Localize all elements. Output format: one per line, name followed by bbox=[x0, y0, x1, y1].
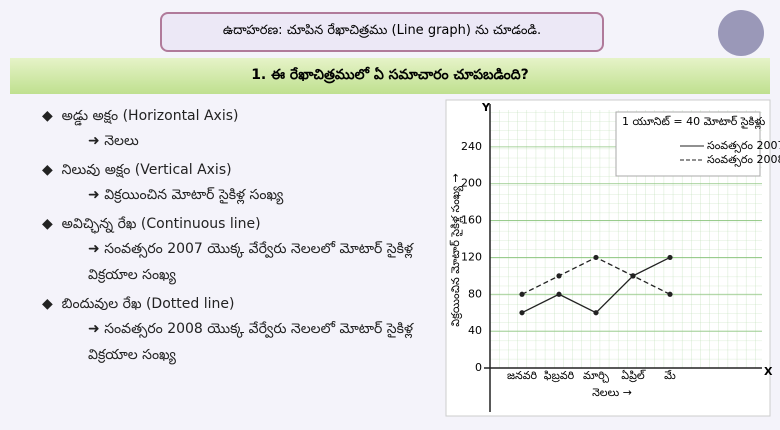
arrow: ➜ bbox=[88, 241, 105, 257]
detail-text: సంవత్సరం 2008 యొక్క వేర్వేరు నెలలలో మోటా… bbox=[88, 321, 413, 363]
data-point bbox=[593, 310, 599, 316]
y-tick-label: 0 bbox=[475, 361, 482, 374]
y-tick-label: 80 bbox=[468, 287, 482, 300]
data-point bbox=[593, 254, 599, 261]
arrow: ➜ bbox=[88, 187, 105, 203]
bullet: ◆ అవిచ్ఛిన్న రేఖ (Continuous line) ➜ సంవత… bbox=[42, 212, 422, 288]
y-tick-label: 240 bbox=[461, 140, 482, 153]
bullet-detail: ➜ నెలలు bbox=[42, 128, 422, 154]
data-point bbox=[519, 291, 525, 297]
x-axis-label: నెలలు → bbox=[592, 386, 632, 399]
data-point bbox=[667, 254, 673, 261]
logo bbox=[718, 10, 764, 56]
bullet-detail: ➜ సంవత్సరం 2007 యొక్క వేర్వేరు నెలలలో మో… bbox=[42, 236, 422, 288]
data-point bbox=[667, 291, 673, 297]
x-tick-label: మార్చి bbox=[583, 369, 609, 383]
data-point bbox=[630, 273, 636, 279]
bullet-text: అవిచ్ఛిన్న రేఖ (Continuous line) bbox=[61, 216, 261, 232]
legend-box bbox=[615, 111, 761, 177]
bullet-text: నిలువు అక్షం (Vertical Axis) bbox=[61, 162, 232, 178]
bullet-text: అడ్డు అక్షం (Horizontal Axis) bbox=[61, 108, 239, 124]
arrow: ➜ bbox=[88, 133, 105, 149]
bullet-marker: ◆ bbox=[42, 162, 62, 178]
y-tick-label: 40 bbox=[468, 324, 482, 337]
x-tick-label: జనవరి bbox=[507, 369, 538, 382]
legend-label: సంవత్సరం 2008 bbox=[707, 153, 780, 167]
bullet: ◆ అడ్డు అక్షం (Horizontal Axis) ➜ నెలలు bbox=[42, 104, 422, 154]
x-tick-label: ఏప్రిల్ bbox=[621, 369, 646, 383]
bullet: ◆ నిలువు అక్షం (Vertical Axis) ➜ విక్రయిం… bbox=[42, 158, 422, 208]
bullet-detail: ➜ సంవత్సరం 2008 యొక్క వేర్వేరు నెలలలో మో… bbox=[42, 316, 422, 368]
bullet-marker: ◆ bbox=[42, 216, 62, 232]
bullet: ◆ బిందువుల రేఖ (Dotted line) ➜ సంవత్సరం 2… bbox=[42, 292, 422, 368]
bullet-marker: ◆ bbox=[42, 108, 62, 124]
y-tick-label: 200 bbox=[461, 177, 482, 190]
legend-label: సంవత్సరం 2007 bbox=[707, 139, 780, 153]
bullet-text: బిందువుల రేఖ (Dotted line) bbox=[61, 296, 235, 312]
bullet-marker: ◆ bbox=[42, 296, 62, 312]
data-point bbox=[556, 273, 562, 279]
y-tick-label: 160 bbox=[461, 214, 482, 227]
scale-note: 1 యూనిట్ = 40 మోటార్ సైకిళ్లు bbox=[622, 115, 765, 130]
y-axis-symbol: Y bbox=[481, 101, 491, 114]
arrow: ➜ bbox=[88, 321, 105, 337]
y-tick-label: 120 bbox=[461, 250, 482, 263]
x-tick-label: మే bbox=[664, 369, 676, 382]
detail-text: విక్రయించిన మోటార్ సైకిళ్ల సంఖ్య bbox=[104, 187, 284, 203]
bullet-list: ◆ అడ్డు అక్షం (Horizontal Axis) ➜ నెలలు ◆ … bbox=[42, 104, 422, 372]
detail-text: సంవత్సరం 2007 యొక్క వేర్వేరు నెలలలో మోటా… bbox=[88, 241, 413, 283]
data-point bbox=[519, 310, 525, 316]
bullet-detail: ➜ విక్రయించిన మోటార్ సైకిళ్ల సంఖ్య bbox=[42, 182, 422, 208]
question: 1. ఈ రేఖాచిత్రములో ఏ సమాచారం చూపబడింది? bbox=[10, 58, 770, 94]
x-axis-symbol: X bbox=[764, 365, 773, 378]
data-point bbox=[556, 291, 562, 297]
detail-text: నెలలు bbox=[104, 133, 139, 149]
x-tick-label: ఫిబ్రవరి bbox=[544, 369, 575, 383]
header-title: ఉదాహరణ: చూపిన రేఖాచిత్రము (Line graph) న… bbox=[160, 12, 604, 52]
y-axis-label: విక్రయించిన మోటార్ సైకిళ్ల సంఖ్య → bbox=[449, 173, 464, 326]
